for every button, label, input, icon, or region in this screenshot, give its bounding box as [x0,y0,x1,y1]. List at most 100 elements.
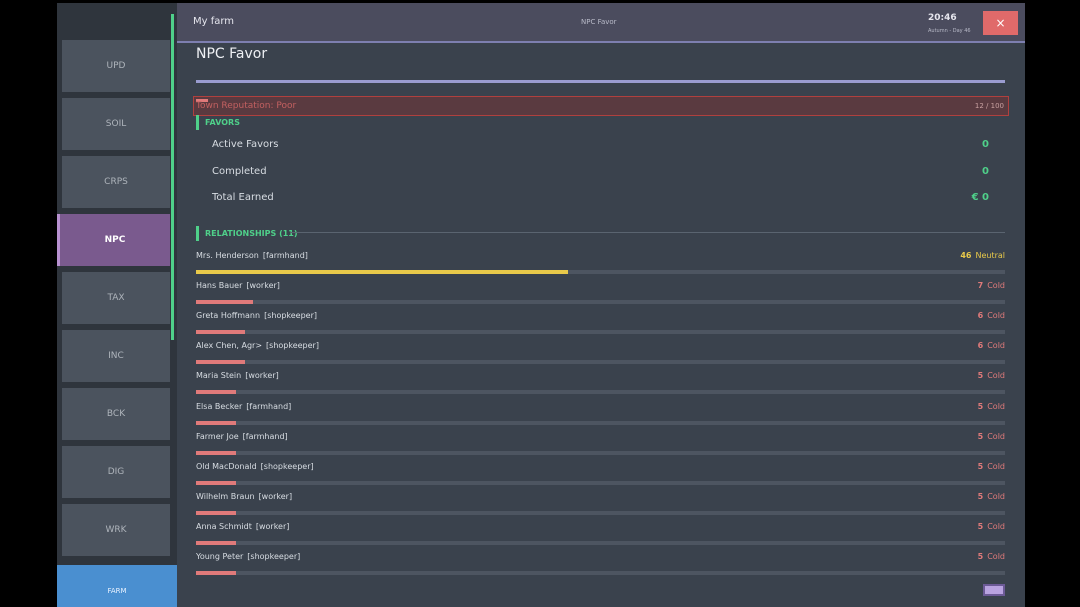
favor-value: 0 [982,139,989,150]
npc-bar-track [196,390,1005,395]
npc-name: Maria Stein [worker] [196,371,279,380]
npc-standing: 6 Cold [978,311,1005,320]
header-bar: My farm NPC Favor 20:46 Autumn - Day 46 [177,3,1025,43]
npc-role: [farmhand] [262,251,308,260]
npc-bar [196,330,245,335]
npc-standing: 5 Cold [978,492,1005,501]
npc-name: Elsa Becker [farmhand] [196,402,291,411]
sidebar-tab[interactable]: INC [62,330,170,382]
npc-bar [196,390,237,395]
npc-value: 5 [977,552,984,561]
npc-role: [worker] [258,491,293,501]
npc-standing: 6 Cold [978,341,1005,350]
npc-name-text: Hans Bauer [196,281,243,291]
favor-label: Total Earned [212,192,274,203]
npc-status: Cold [987,281,1005,291]
sidebar-tab[interactable]: TAX [62,272,170,324]
sidebar-tab[interactable]: NPC [57,214,170,266]
favor-value: € 0 [971,192,989,203]
npc-bar [196,540,237,545]
npc-bar-track [196,330,1005,335]
npc-bar-track [196,540,1005,545]
npc-name-text: Old MacDonald [196,461,257,471]
npc-bar-track [196,480,1005,485]
npc-standing: 5 Cold [978,552,1005,561]
reputation-box: Town Reputation: Poor 12 / 100 [193,96,1009,116]
npc-role: [farmhand] [246,401,292,411]
npc-name: Young Peter [shopkeeper] [196,552,300,561]
npc-bar-track [196,270,1005,274]
reputation-score: 12 / 100 [974,102,1004,110]
npc-role: [worker] [246,281,280,291]
npc-bar [196,270,569,274]
sidebar-tab[interactable]: WRK [62,504,170,556]
npc-status: Cold [987,311,1005,321]
npc-value: 5 [977,401,984,411]
npc-standing: 5 Cold [978,522,1005,531]
npc-status: Cold [987,401,1005,411]
npc-value: 5 [977,461,984,471]
npc-name-text: Farmer Joe [196,431,239,441]
sidebar-accent [171,14,174,340]
game-date: Autumn - Day 46 [928,28,971,34]
npc-name: Mrs. Henderson [farmhand] [196,251,308,260]
section-heading: RELATIONSHIPS (11) [196,226,1005,241]
npc-bar [196,300,253,305]
panel-title: NPC Favor [196,46,268,62]
npc-standing: 5 Cold [978,402,1005,411]
reputation-bar [196,99,208,102]
sidebar-tab[interactable]: CRPS [62,156,170,208]
npc-bar-track [196,571,1005,575]
npc-status: Cold [987,461,1005,471]
npc-status: Cold [987,341,1005,351]
section-title: RELATIONSHIPS (11) [205,229,298,238]
npc-standing: 5 Cold [978,371,1005,380]
sidebar-tab[interactable]: DIG [62,446,170,498]
npc-bar [196,450,237,455]
npc-status: Cold [987,431,1005,441]
npc-value: 7 [977,281,984,291]
npc-bar [196,510,237,515]
sidebar-tab[interactable]: SOIL [62,98,170,150]
section-heading: FAVORS [196,115,1005,130]
npc-role: [shopkeeper] [266,341,319,351]
npc-bar [196,360,245,365]
npc-standing: 5 Cold [978,462,1005,471]
npc-name-text: Greta Hoffmann [196,311,261,321]
npc-value: 46 [960,251,972,260]
npc-name-text: Young Peter [196,552,244,561]
npc-role: [shopkeeper] [264,311,318,321]
npc-standing: 7 Cold [978,281,1005,290]
npc-value: 5 [977,371,984,381]
npc-bar-track [196,510,1005,515]
npc-name: Old MacDonald [shopkeeper] [196,462,314,471]
npc-bar-track [196,360,1005,365]
npc-name: Wilhelm Braun [worker] [196,492,292,501]
sidebar-tab[interactable]: UPD [62,40,170,92]
npc-name-text: Maria Stein [196,371,242,381]
npc-role: [shopkeeper] [260,461,314,471]
npc-name: Alex Chen, Agr> [shopkeeper] [196,341,319,350]
npc-name-text: Anna Schmidt [196,521,252,531]
npc-name-text: Wilhelm Braun [196,491,255,501]
npc-bar-track [196,300,1005,305]
toggle-button[interactable] [983,584,1005,596]
npc-value: 5 [977,491,984,501]
favor-value: 0 [982,165,989,177]
app-title: My farm [193,16,235,27]
sidebar-tab[interactable]: BCK [62,388,170,440]
main-panel [177,3,1025,607]
npc-status: Neutral [975,251,1005,260]
npc-value: 5 [977,431,984,441]
page-name: NPC Favor [581,18,617,26]
farm-button[interactable]: FARM [57,565,177,607]
npc-standing: 46 Neutral [960,251,1005,260]
npc-role: [worker] [245,371,279,381]
close-button[interactable]: × [983,11,1018,35]
npc-value: 6 [977,311,984,321]
npc-status: Cold [987,491,1005,501]
favor-label: Completed [212,165,267,177]
npc-standing: 5 Cold [978,432,1005,441]
npc-value: 5 [977,521,984,531]
